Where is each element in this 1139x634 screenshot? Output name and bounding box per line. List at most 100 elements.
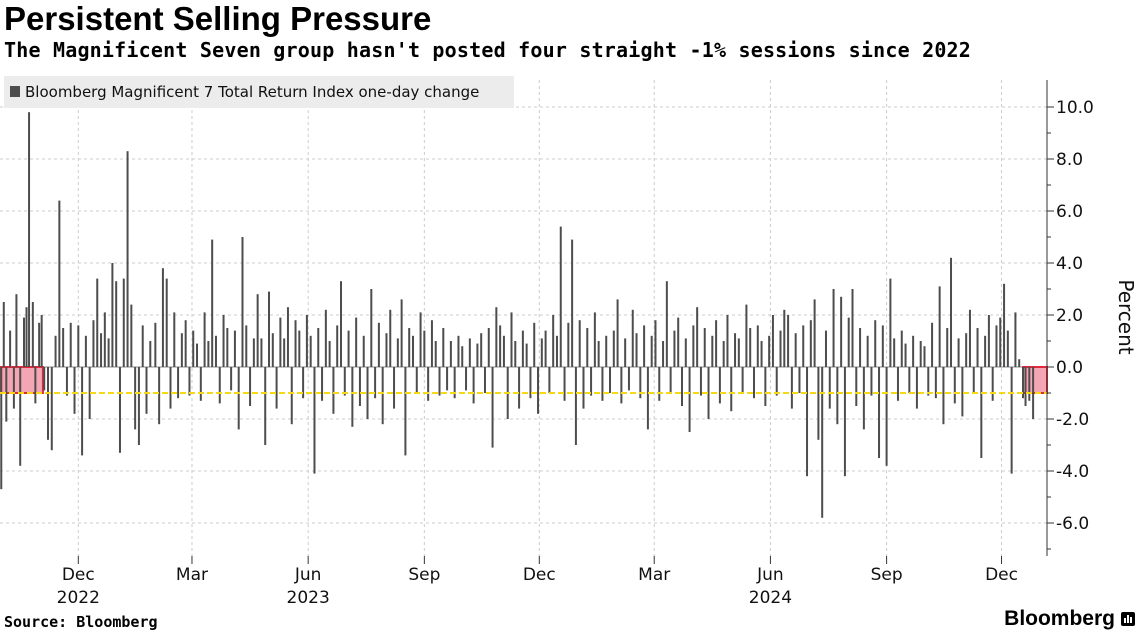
bar: [88, 367, 91, 419]
bar: [305, 315, 308, 367]
bar: [912, 335, 915, 367]
bar: [233, 330, 236, 367]
bar: [115, 281, 118, 367]
bar: [25, 307, 28, 367]
bar: [207, 341, 210, 367]
bar: [684, 338, 687, 367]
bar: [249, 367, 252, 406]
bar: [396, 338, 399, 367]
bar: [942, 367, 945, 425]
x-tick-label: Dec: [62, 565, 95, 585]
bar: [745, 304, 748, 367]
bar: [9, 330, 12, 367]
bar: [430, 320, 433, 367]
bar: [972, 367, 975, 393]
bar: [635, 333, 638, 367]
bar: [995, 325, 998, 367]
bar: [69, 322, 72, 367]
bar: [298, 330, 301, 367]
bar: [241, 237, 244, 367]
bar: [302, 367, 305, 399]
bar: [840, 296, 843, 367]
brand-text: Bloomberg: [1004, 607, 1115, 630]
bar: [1032, 367, 1035, 419]
bar: [415, 367, 418, 393]
bar: [597, 341, 600, 367]
bar: [423, 330, 426, 367]
bar: [950, 257, 953, 367]
legend-background: [4, 76, 514, 108]
bar: [141, 325, 144, 367]
bar: [465, 367, 468, 391]
bar: [502, 335, 505, 367]
bar: [145, 367, 148, 414]
bar: [419, 312, 422, 367]
bar: [586, 328, 589, 367]
bar: [843, 367, 846, 477]
bar: [813, 299, 816, 367]
bar: [707, 367, 710, 419]
bar: [487, 328, 490, 367]
bar: [965, 333, 968, 367]
bar: [525, 343, 528, 367]
bar: [559, 226, 562, 367]
x-year-label: 2022: [57, 588, 100, 608]
bar: [953, 367, 956, 404]
bar: [847, 317, 850, 367]
bar: [199, 367, 202, 401]
bar: [50, 367, 53, 451]
bar: [590, 367, 593, 396]
bar: [665, 281, 668, 367]
bar: [173, 312, 176, 367]
bar: [468, 338, 471, 367]
bar: [749, 328, 752, 367]
bar: [752, 367, 755, 399]
bar: [518, 367, 521, 409]
bar: [855, 367, 858, 406]
bar: [499, 325, 502, 367]
bar: [158, 367, 161, 425]
bar: [866, 335, 869, 367]
bar: [836, 367, 839, 425]
bar: [230, 367, 233, 391]
bar: [938, 286, 941, 367]
bar: [889, 278, 892, 367]
bar: [548, 367, 551, 393]
bar: [283, 338, 286, 367]
bar: [214, 335, 217, 367]
highlight-boxes: [0, 366, 1048, 394]
bar: [669, 367, 672, 393]
x-tick-label: Mar: [176, 565, 208, 585]
bar: [578, 320, 581, 367]
bar: [908, 367, 911, 393]
bar: [457, 335, 460, 367]
bar: [677, 317, 680, 367]
bar: [358, 367, 361, 406]
bar: [790, 367, 793, 409]
bar: [692, 325, 695, 367]
bar: [222, 315, 225, 367]
bar: [370, 289, 373, 367]
bar: [696, 307, 699, 367]
bar: [40, 315, 43, 367]
bar: [404, 367, 407, 456]
bar: [987, 315, 990, 367]
bar: [593, 312, 596, 367]
bar: [574, 367, 577, 445]
y-tick-label: 10.0: [1056, 98, 1094, 118]
bar: [169, 367, 172, 409]
bar: [1014, 312, 1017, 367]
x-tick-label: Jun: [294, 565, 322, 585]
bar: [449, 341, 452, 367]
bar: [968, 309, 971, 367]
bar: [806, 367, 809, 477]
bar: [149, 341, 152, 367]
y-tick-label: 8.0: [1056, 150, 1083, 170]
bar: [65, 367, 68, 396]
bar: [552, 315, 555, 367]
bar: [180, 333, 183, 367]
bar: [103, 312, 106, 367]
bar: [874, 320, 877, 367]
highlight-box: [1022, 366, 1048, 394]
